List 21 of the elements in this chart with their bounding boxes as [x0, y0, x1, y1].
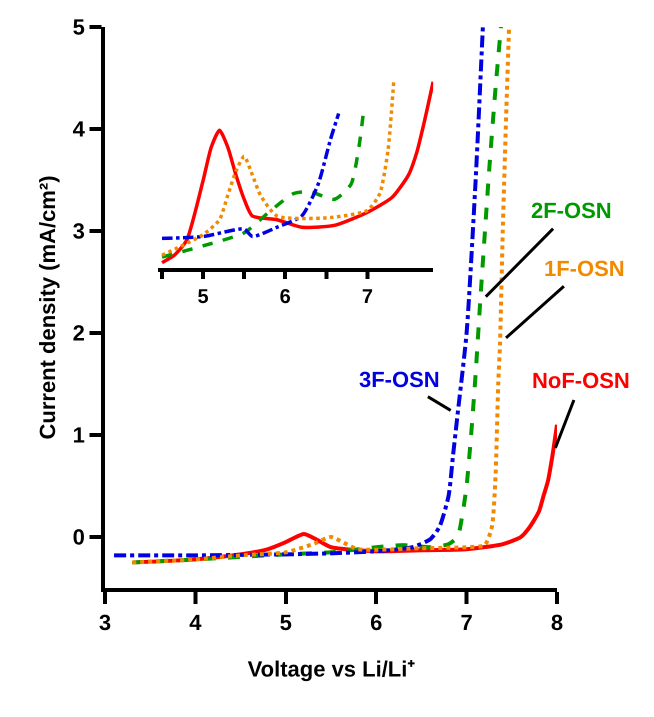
y-tick-label: 2: [72, 320, 85, 346]
y-tick-label: 5: [72, 14, 85, 40]
y-tick-label: 4: [72, 116, 86, 142]
x-tick-label: 6: [280, 286, 291, 308]
y-tick-label: 0: [72, 524, 85, 550]
x-axis-title: Voltage vs Li/Li⁺: [248, 656, 416, 682]
annotation: 2F-OSN: [531, 198, 612, 223]
x-tick-label: 8: [550, 610, 564, 636]
x-tick-label: 7: [460, 610, 473, 636]
x-tick-label: 4: [189, 610, 202, 636]
x-tick-label: 3: [98, 610, 112, 636]
y-tick-label: 1: [72, 422, 85, 448]
annotation: NoF-OSN: [532, 368, 630, 393]
annotation: 3F-OSN: [359, 367, 440, 392]
x-tick-label: 5: [198, 286, 209, 308]
x-tick-label: 6: [370, 610, 382, 636]
annotation: 1F-OSN: [544, 256, 625, 281]
y-tick-label: 3: [72, 218, 85, 244]
x-tick-label: 5: [280, 610, 292, 636]
y-axis-title: Current density (mA/cm²): [34, 175, 60, 440]
x-tick-label: 7: [362, 286, 373, 308]
